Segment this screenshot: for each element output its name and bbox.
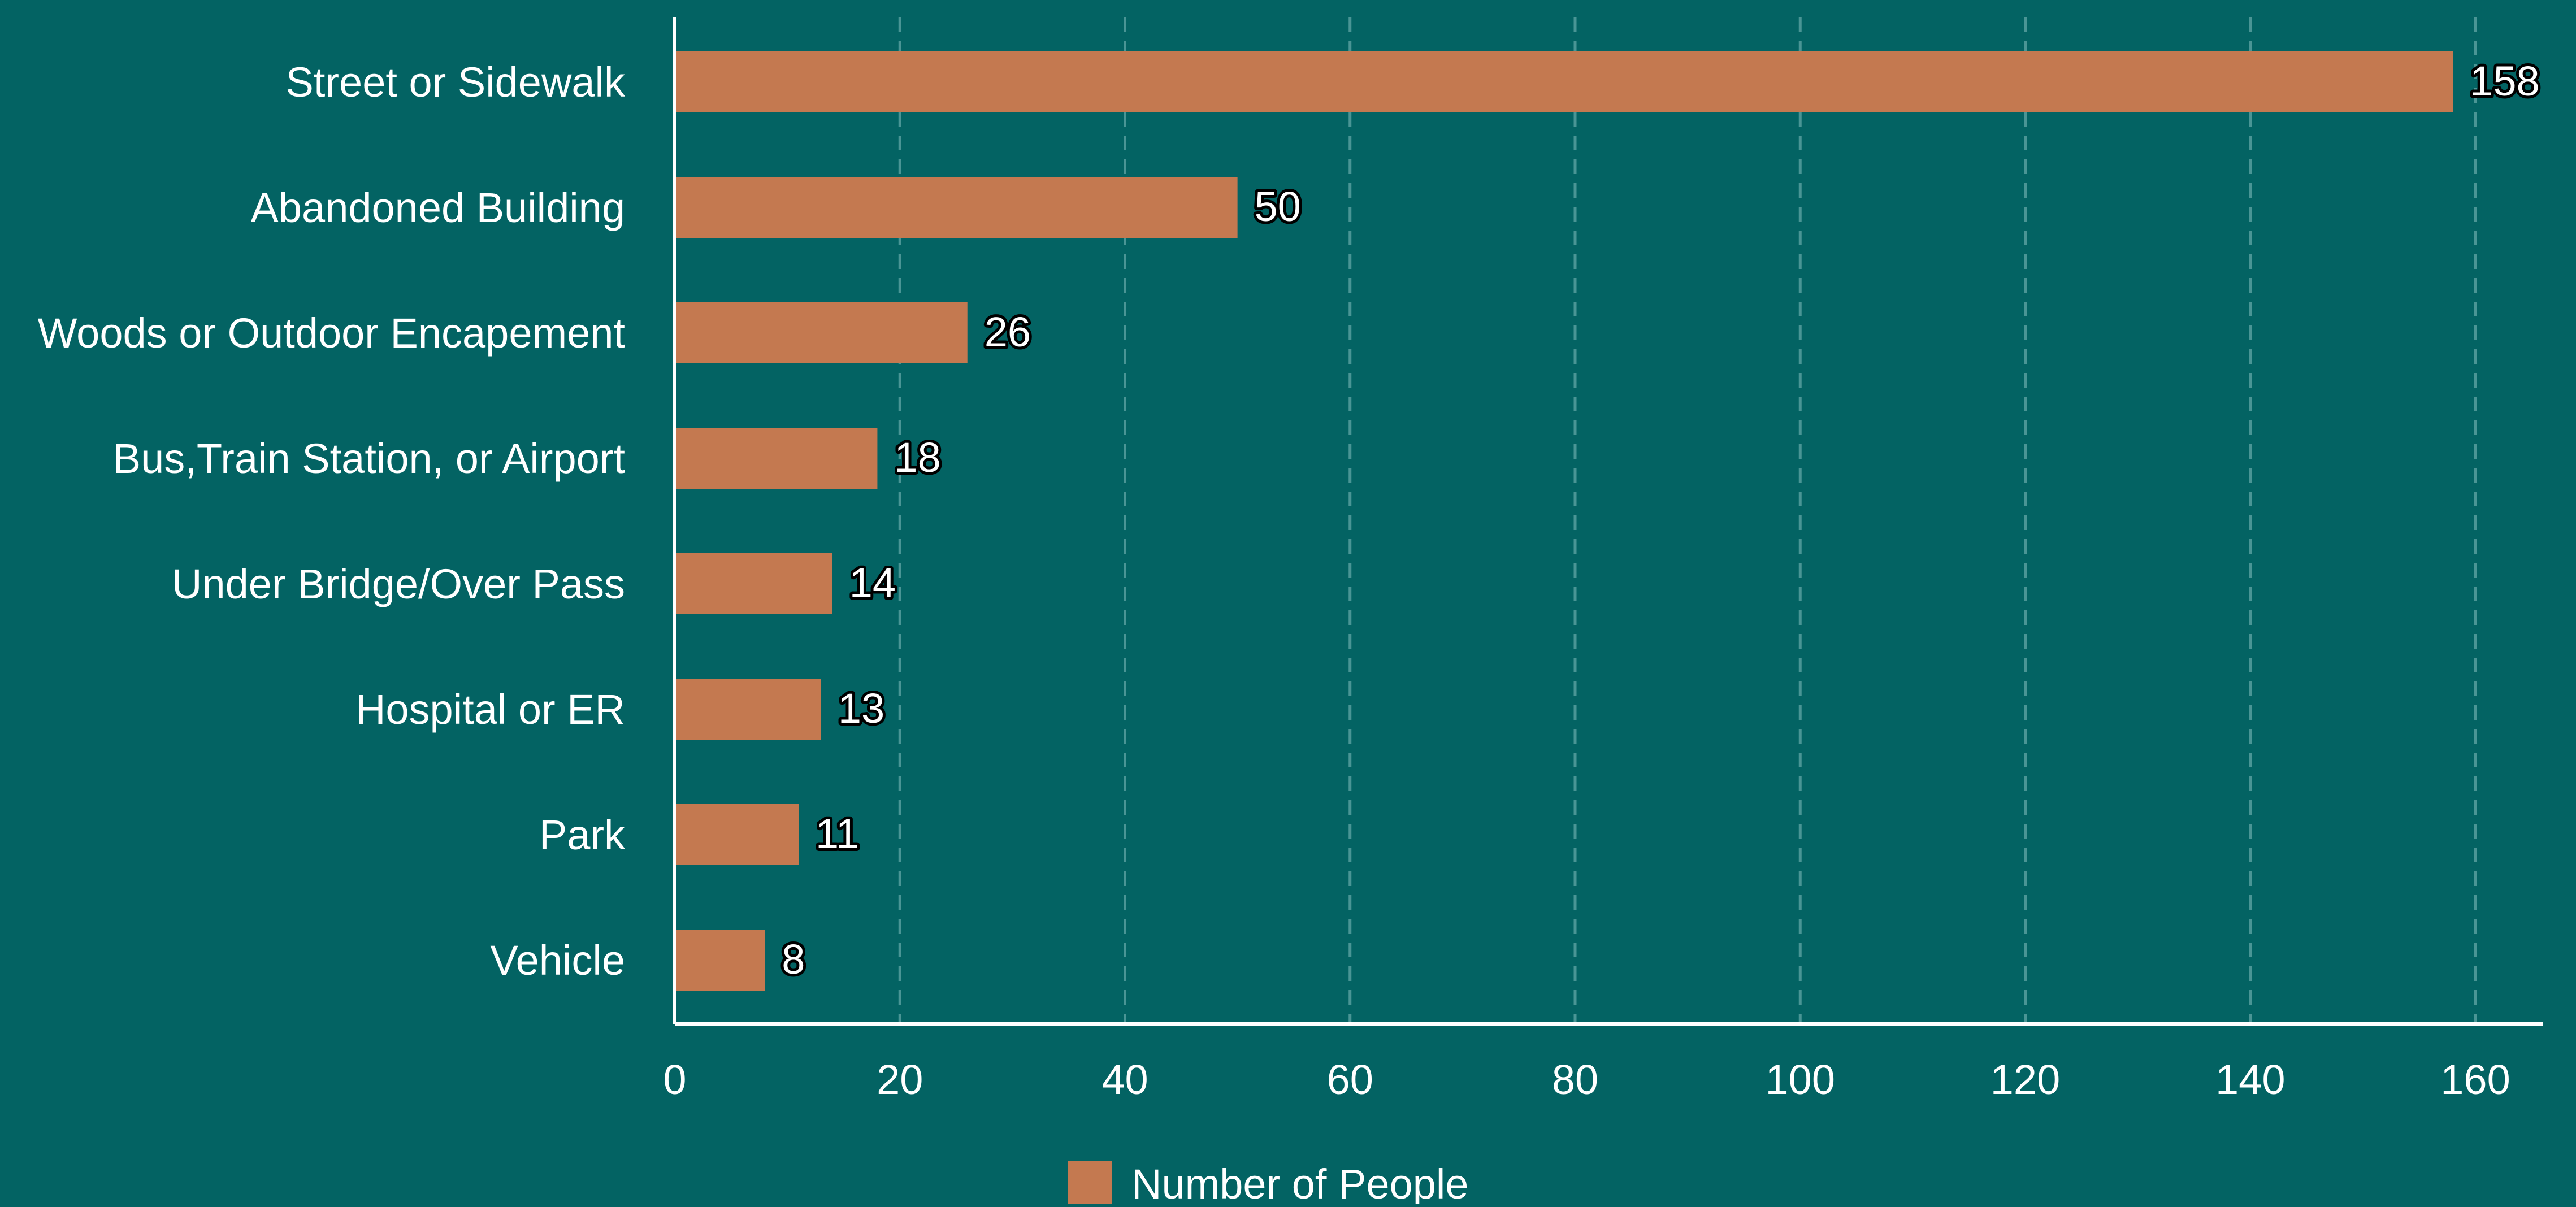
- category-label-3: Bus,Train Station, or Airport: [113, 435, 626, 482]
- category-label-0: Street or Sidewalk: [286, 59, 626, 106]
- x-tick-label-40: 40: [1101, 1056, 1148, 1103]
- legend: Number of People: [1068, 1161, 1468, 1207]
- x-tick-label-80: 80: [1552, 1056, 1598, 1103]
- x-tick-label-100: 100: [1766, 1056, 1835, 1103]
- data-label-2: 26: [985, 309, 1031, 355]
- bar-3: [675, 428, 878, 489]
- data-labels: 158 50 26 18 14 13 11 8: [779, 55, 2542, 985]
- legend-label: Number of People: [1131, 1161, 1468, 1204]
- bars: [675, 51, 2453, 991]
- category-label-1: Abandoned Building: [251, 184, 625, 231]
- category-label-7: Vehicle: [490, 937, 625, 984]
- bar-6: [675, 804, 799, 865]
- bar-7: [675, 930, 765, 991]
- category-label-6: Park: [539, 811, 626, 858]
- category-label-2: Woods or Outdoor Encapement: [38, 310, 626, 357]
- data-label-4: 14: [849, 559, 896, 606]
- bar-4: [675, 553, 832, 614]
- data-label-7: 8: [782, 936, 805, 983]
- legend-swatch: [1068, 1161, 1112, 1205]
- x-tick-label-160: 160: [2440, 1056, 2510, 1103]
- x-tick-label-120: 120: [1990, 1056, 2060, 1103]
- data-label-1: 50: [1255, 183, 1301, 230]
- x-tick-labels: 0 20 40 60 80 100 120 140 160: [663, 1056, 2510, 1103]
- bar-5: [675, 679, 821, 740]
- x-tick-label-0: 0: [663, 1056, 686, 1103]
- data-label-6: 11: [816, 810, 859, 857]
- data-label-0: 158: [2470, 58, 2539, 105]
- category-label-5: Hospital or ER: [355, 686, 625, 733]
- bar-0: [675, 51, 2453, 112]
- axes: [673, 17, 2543, 1026]
- bar-2: [675, 302, 968, 363]
- category-label-4: Under Bridge/Over Pass: [172, 561, 625, 607]
- data-label-3: 18: [894, 434, 940, 481]
- bar-1: [675, 177, 1238, 238]
- x-tick-label-60: 60: [1327, 1056, 1373, 1103]
- grid-lines: [898, 17, 2477, 1024]
- x-tick-label-140: 140: [2215, 1056, 2285, 1103]
- category-labels: Street or Sidewalk Abandoned Building Wood…: [38, 59, 626, 984]
- data-label-5: 13: [838, 685, 884, 732]
- x-tick-label-20: 20: [877, 1056, 923, 1103]
